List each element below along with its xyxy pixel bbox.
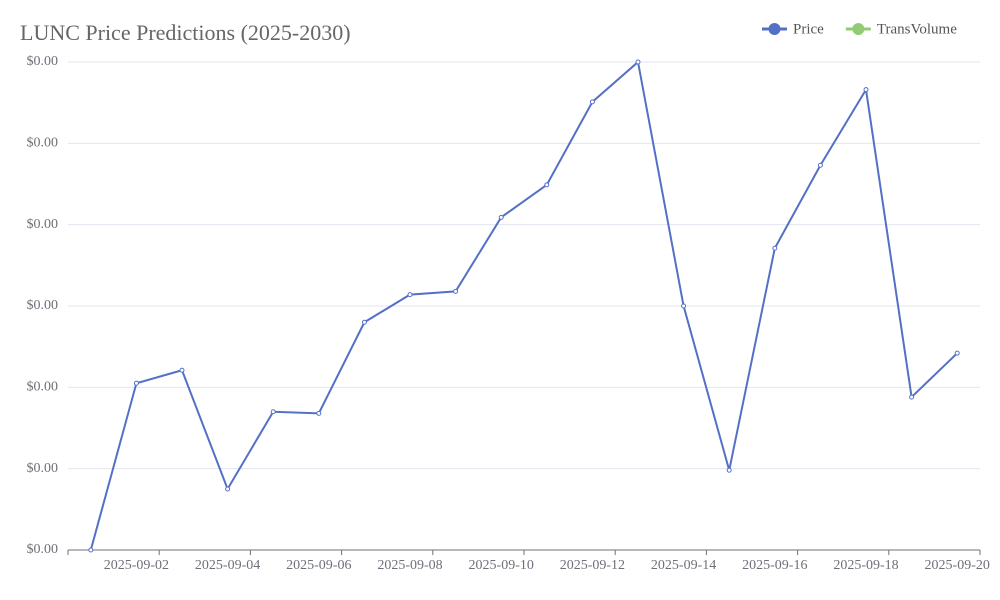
- point: [817, 162, 823, 168]
- x-tick-label: 2025-09-16: [742, 558, 807, 573]
- y-tick-label: $0.00: [27, 54, 59, 69]
- y-tick-label: $0.00: [27, 461, 59, 476]
- x-tick-label: 2025-09-04: [195, 558, 260, 573]
- chart-title: LUNC Price Predictions (2025-2030): [20, 20, 351, 45]
- x-tick-label: 2025-09-20: [925, 558, 990, 573]
- point: [270, 409, 276, 415]
- price-line: [89, 60, 958, 551]
- point: [225, 486, 231, 492]
- point: [681, 303, 687, 309]
- legend-swatch: [852, 23, 865, 35]
- y-tick-label: $0.00: [27, 542, 59, 557]
- point: [726, 467, 732, 473]
- point: [407, 292, 413, 298]
- point: [133, 380, 139, 386]
- y-tick-label: $0.00: [27, 298, 59, 313]
- point: [635, 59, 641, 65]
- point: [316, 410, 322, 416]
- point: [863, 87, 869, 93]
- legend-label: Price: [793, 21, 824, 37]
- point: [361, 319, 367, 325]
- legend-swatch: [768, 23, 781, 35]
- x-tick-label: 2025-09-18: [833, 558, 898, 573]
- point: [544, 182, 550, 188]
- legend-label: TransVolume: [877, 21, 957, 37]
- x-tick-label: 2025-09-14: [651, 558, 716, 573]
- y-tick-label: $0.00: [27, 136, 59, 151]
- x-tick-label: 2025-09-12: [560, 558, 625, 573]
- point: [498, 214, 504, 220]
- point: [909, 394, 915, 400]
- x-tick-label: 2025-09-02: [104, 558, 169, 573]
- point: [88, 547, 94, 553]
- x-tick-label: 2025-09-06: [286, 558, 351, 573]
- point: [179, 367, 185, 373]
- point: [954, 350, 960, 356]
- point: [453, 288, 459, 294]
- point: [772, 245, 778, 251]
- x-tick-label: 2025-09-08: [377, 558, 442, 573]
- x-tick-label: 2025-09-10: [469, 558, 534, 573]
- y-tick-label: $0.00: [27, 380, 59, 395]
- y-tick-label: $0.00: [27, 217, 59, 232]
- point: [589, 99, 595, 105]
